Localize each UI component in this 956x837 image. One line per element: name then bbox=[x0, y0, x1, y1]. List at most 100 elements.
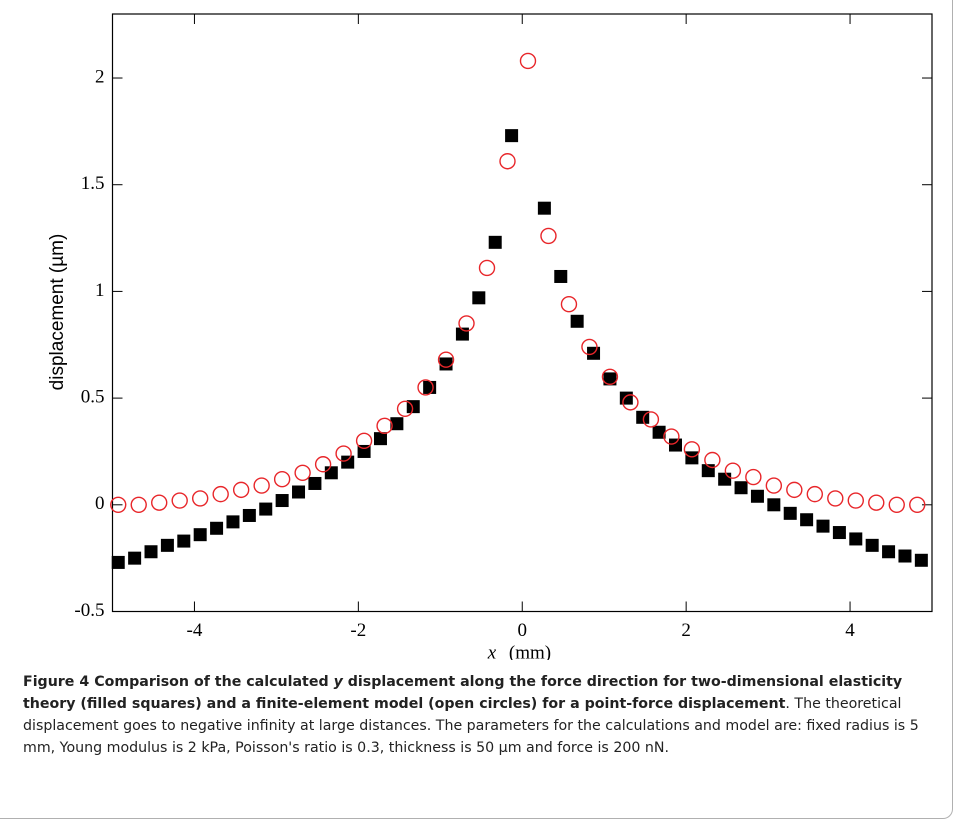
square-marker bbox=[882, 545, 896, 559]
x-tick-label: 0 bbox=[518, 620, 528, 641]
y-tick-label: 2 bbox=[95, 66, 105, 87]
square-marker bbox=[423, 380, 437, 394]
square-marker bbox=[537, 201, 551, 215]
circle-marker bbox=[601, 368, 619, 385]
square-marker bbox=[128, 551, 142, 565]
circle-marker bbox=[786, 481, 803, 499]
square-marker bbox=[242, 508, 256, 522]
caption-bold: displacement along the force direction f… bbox=[23, 674, 903, 712]
circle-marker bbox=[581, 338, 598, 356]
circle-marker bbox=[519, 52, 537, 70]
square-marker bbox=[767, 498, 781, 512]
square-marker bbox=[341, 455, 355, 469]
x-axis-symbol: x bbox=[487, 642, 497, 660]
circle-marker bbox=[273, 470, 291, 488]
square-marker bbox=[259, 502, 273, 516]
circle-marker bbox=[724, 462, 742, 479]
circle-marker bbox=[191, 490, 209, 507]
circle-marker bbox=[314, 456, 332, 473]
caption-label: Figure 4 bbox=[23, 674, 90, 690]
x-tick-label: -2 bbox=[350, 620, 366, 641]
circle-marker bbox=[765, 477, 783, 494]
y-tick-label: 1 bbox=[95, 280, 105, 301]
circle-marker bbox=[745, 468, 762, 486]
circle-marker bbox=[212, 485, 229, 503]
square-marker bbox=[308, 476, 322, 490]
chart: displacement (µm) x (mm) -4 -2 0 2 4 -0.5 0 0.5… bbox=[47, 13, 933, 660]
circle-marker bbox=[622, 394, 639, 411]
square-marker bbox=[226, 515, 240, 529]
x-tick-label: 4 bbox=[845, 620, 855, 641]
square-marker bbox=[914, 553, 928, 567]
circle-marker bbox=[294, 464, 311, 481]
square-marker bbox=[865, 538, 879, 552]
circle-marker bbox=[396, 400, 414, 417]
circle-marker bbox=[253, 477, 270, 494]
circle-marker bbox=[151, 494, 168, 511]
square-marker bbox=[193, 528, 207, 542]
circle-marker bbox=[909, 496, 926, 514]
circle-marker bbox=[888, 496, 905, 514]
square-marker bbox=[275, 494, 289, 508]
x-tick-label: -4 bbox=[187, 620, 203, 641]
figure-frame bbox=[0, 0, 953, 819]
square-marker bbox=[390, 417, 404, 431]
square-marker bbox=[373, 432, 387, 446]
square-marker bbox=[750, 489, 764, 503]
square-marker bbox=[800, 513, 814, 527]
y-tick-label: 1.5 bbox=[81, 173, 105, 194]
square-marker bbox=[505, 129, 519, 143]
y-axis-label: displacement (µm) bbox=[47, 234, 68, 391]
square-marker bbox=[439, 357, 453, 371]
y-tick-label: -0.5 bbox=[74, 600, 104, 621]
square-marker bbox=[292, 485, 306, 499]
square-marker bbox=[160, 538, 174, 552]
circle-marker bbox=[376, 417, 393, 435]
circle-marker bbox=[355, 432, 373, 449]
square-marker bbox=[652, 425, 666, 439]
square-marker bbox=[832, 526, 846, 540]
square-marker bbox=[619, 391, 633, 405]
circle-marker bbox=[478, 259, 496, 277]
square-marker bbox=[144, 545, 158, 559]
square-marker bbox=[570, 314, 584, 328]
circle-marker bbox=[540, 227, 557, 245]
circle-marker bbox=[663, 428, 680, 445]
square-marker bbox=[734, 481, 748, 495]
y-tick-label: 0 bbox=[95, 493, 105, 514]
caption-text: . The theoretical displacement goes to n… bbox=[23, 696, 919, 756]
caption: Figure 4 Comparison of the calculated y … bbox=[23, 671, 938, 759]
circle-marker bbox=[642, 411, 660, 428]
circle-marker bbox=[847, 492, 864, 509]
caption-bold: Comparison of the calculated bbox=[89, 674, 334, 690]
square-marker bbox=[488, 235, 502, 249]
square-marker bbox=[324, 466, 338, 480]
circle-marker bbox=[868, 494, 885, 511]
circle-marker bbox=[437, 351, 455, 368]
square-marker bbox=[718, 472, 732, 486]
square-marker bbox=[603, 372, 617, 386]
circle-marker bbox=[683, 441, 701, 458]
circle-marker bbox=[232, 481, 250, 499]
circle-marker bbox=[171, 492, 188, 509]
circle-marker bbox=[827, 490, 844, 507]
circle-marker bbox=[560, 296, 578, 313]
square-marker bbox=[111, 555, 125, 569]
square-marker bbox=[849, 532, 863, 546]
circle-marker bbox=[130, 496, 147, 514]
square-marker bbox=[783, 506, 797, 520]
square-marker bbox=[210, 521, 224, 535]
square-marker bbox=[554, 269, 568, 283]
x-axis-unit: (mm) bbox=[509, 642, 551, 660]
circle-marker bbox=[806, 485, 824, 503]
x-tick-label: 2 bbox=[681, 620, 691, 641]
circle-marker bbox=[335, 445, 352, 462]
square-marker bbox=[816, 519, 830, 533]
caption-italic: y bbox=[333, 674, 343, 690]
square-marker bbox=[685, 451, 699, 465]
circle-marker bbox=[704, 451, 721, 469]
circle-marker bbox=[417, 379, 434, 396]
circle-marker bbox=[458, 315, 475, 332]
square-marker bbox=[177, 534, 191, 548]
